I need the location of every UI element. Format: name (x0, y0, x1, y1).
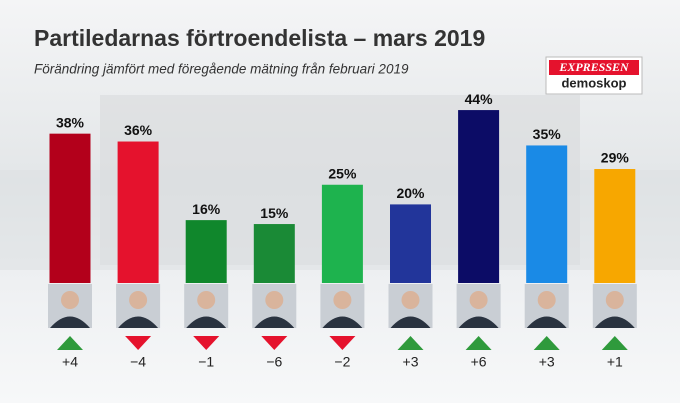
leader-body (594, 316, 635, 328)
bar (458, 110, 500, 283)
leader-head (61, 291, 79, 309)
logo-sub: demoskop (561, 75, 626, 90)
bar (526, 145, 568, 283)
change-label: −4 (130, 354, 146, 370)
arrow-up (465, 336, 492, 350)
leader-head (129, 291, 148, 309)
change-label: +4 (62, 354, 78, 370)
value-label: 36% (124, 122, 153, 138)
leader-head (401, 291, 420, 309)
change-label: +6 (471, 354, 487, 370)
chart-subtitle: Förändring jämfört med föregående mätnin… (34, 62, 409, 77)
leader-body (458, 316, 499, 328)
chart-title: Partiledarnas förtroendelista – mars 201… (34, 25, 485, 51)
change-label: +1 (607, 354, 623, 370)
change-label: −1 (198, 354, 214, 370)
value-label: 20% (396, 185, 425, 201)
leader-head (333, 291, 352, 309)
leader-head (537, 291, 556, 309)
bar (390, 204, 431, 283)
arrow-up (533, 336, 560, 350)
bar (117, 141, 159, 283)
arrow-down (261, 336, 288, 350)
value-label: 16% (192, 201, 221, 217)
logo-band (549, 60, 639, 75)
bar (185, 220, 227, 283)
bar (594, 169, 636, 283)
value-label: 25% (328, 165, 357, 181)
leader-head (605, 291, 624, 309)
bar (321, 184, 363, 283)
arrow-down (125, 336, 152, 350)
value-label: 38% (56, 114, 85, 130)
leader-head (469, 291, 488, 309)
value-label: 15% (260, 205, 289, 221)
bar (253, 224, 295, 283)
change-label: +3 (539, 354, 555, 370)
arrow-up (57, 336, 83, 350)
leader-body (254, 316, 295, 328)
arrow-up (601, 336, 628, 350)
leader-head (197, 291, 216, 309)
value-label: 35% (533, 126, 562, 142)
logo-brand: EXPRESSEN (558, 60, 630, 74)
change-label: −2 (334, 354, 350, 370)
change-label: −6 (266, 354, 282, 370)
value-label: 44% (465, 91, 494, 107)
arrow-up (397, 336, 424, 350)
leader-body (186, 316, 227, 328)
leader-body (50, 316, 90, 328)
leader-body (118, 316, 159, 328)
leader-body (390, 316, 431, 328)
leader-body (526, 316, 567, 328)
bar (49, 133, 91, 283)
leader-head (265, 291, 284, 309)
logo: EXPRESSEN demoskop (545, 56, 643, 95)
arrow-down (193, 336, 220, 350)
change-label: +3 (403, 354, 419, 370)
leader-body (322, 316, 363, 328)
value-label: 29% (601, 150, 630, 166)
arrow-down (329, 336, 356, 350)
